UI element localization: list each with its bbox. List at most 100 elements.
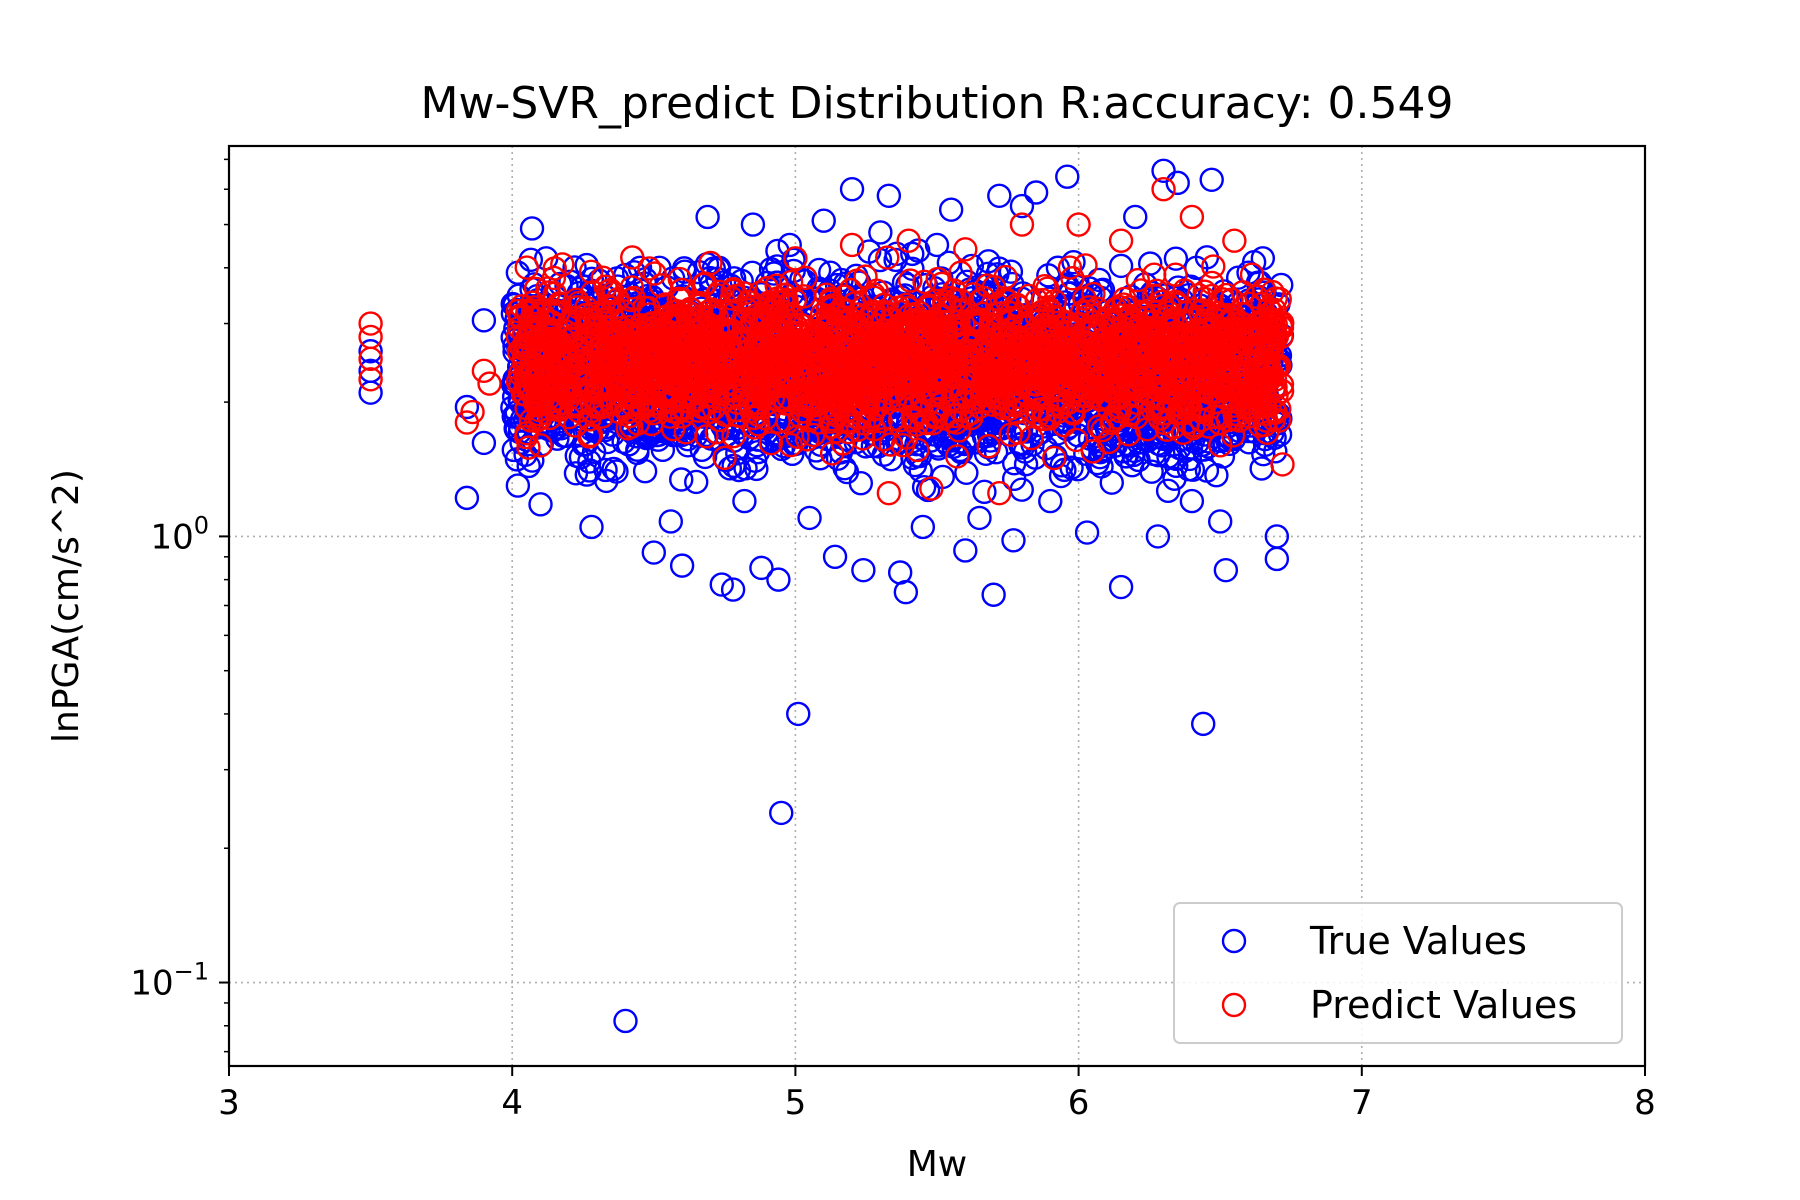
true-value-point: [1207, 509, 1233, 534]
predict-value-point: [1073, 253, 1098, 278]
predict-value-point: [1033, 346, 1059, 372]
predict-value-point: [505, 324, 531, 350]
true-value-point: [924, 232, 950, 258]
true-value-point: [1179, 488, 1205, 514]
true-value-point: [758, 256, 784, 282]
predict-value-point: [959, 405, 984, 431]
true-value-point: [1001, 466, 1027, 492]
true-value-point: [1199, 167, 1224, 192]
predict-value-point: [615, 399, 641, 425]
predict-value-point: [1211, 346, 1236, 372]
predict-value-point: [971, 285, 996, 311]
true-value-point: [1099, 470, 1124, 495]
predict-value-point: [1117, 330, 1142, 356]
predict-value-point: [732, 377, 757, 402]
predict-value-point: [523, 305, 548, 331]
predict-value-point: [828, 333, 853, 358]
predict-value-point: [824, 314, 849, 340]
predict-value-point: [735, 351, 761, 376]
predict-value-point: [1085, 338, 1110, 363]
predict-value-point: [839, 232, 865, 258]
predict-value-point: [925, 266, 950, 292]
true-value-point: [832, 455, 857, 481]
predict-value-point: [742, 395, 768, 421]
predict-value-point: [1115, 397, 1140, 422]
predict-value-point: [715, 363, 740, 388]
true-value-point: [848, 470, 874, 496]
predict-value-point: [944, 410, 969, 435]
predict-value-point: [974, 364, 1000, 389]
predict-value-point: [851, 329, 877, 354]
predict-value-point: [1156, 300, 1181, 325]
predict-value-point: [878, 432, 904, 457]
true-value-point: [720, 577, 746, 602]
predict-value-point: [1072, 384, 1098, 409]
predict-value-point: [875, 245, 900, 270]
predict-value-point: [997, 317, 1022, 342]
predict-value-point: [523, 276, 549, 302]
predict-value-point: [542, 281, 567, 306]
predict-value-point: [516, 435, 541, 460]
predict-value-point: [858, 368, 883, 393]
predict-value-point: [1019, 425, 1044, 451]
predict-value-point: [568, 345, 593, 370]
predict-value-point: [1076, 295, 1101, 320]
true-value-point: [692, 444, 718, 470]
predict-value-point: [998, 333, 1024, 359]
predict-value-point: [814, 316, 839, 342]
predict-value-point: [778, 269, 804, 295]
true-value-point: [975, 261, 1001, 287]
predict-value-point: [667, 266, 692, 292]
true-value-point: [976, 249, 1001, 274]
predict-value-point: [1261, 407, 1287, 432]
true-value-point: [910, 514, 936, 540]
predict-value-point: [696, 311, 721, 337]
predict-value-point: [849, 347, 875, 372]
true-value-point: [769, 800, 794, 826]
true-value-point: [972, 479, 997, 505]
predict-value-point: [751, 334, 777, 359]
predict-value-point: [528, 433, 553, 458]
predict-value-point: [819, 441, 845, 466]
true-value-point: [876, 183, 902, 209]
predict-value-point: [669, 277, 695, 303]
predict-value-point: [1140, 384, 1165, 409]
predict-value-point: [1108, 228, 1134, 253]
x-axis-title: Mw: [907, 1144, 968, 1185]
predict-value-point: [1144, 360, 1169, 386]
true-value-point: [732, 488, 757, 514]
predict-value-point: [1207, 433, 1233, 458]
true-value-point: [695, 204, 720, 230]
predict-value-point: [898, 268, 923, 293]
predict-value-point: [719, 318, 744, 343]
predict-value-point: [544, 377, 570, 402]
true-value-point: [1163, 246, 1189, 271]
predict-value-point: [506, 339, 532, 364]
predict-value-point: [768, 309, 793, 334]
predict-value-point: [550, 252, 575, 277]
predict-value-point: [605, 287, 630, 312]
predict-value-point: [1030, 396, 1055, 422]
predict-value-point: [568, 368, 593, 393]
predict-value-point: [896, 228, 921, 253]
true-value-point: [777, 232, 802, 258]
true-value-point: [839, 177, 865, 202]
predict-value-point: [778, 432, 803, 458]
predict-value-point: [997, 372, 1022, 397]
true-value-point: [563, 461, 589, 486]
predict-value-point: [924, 398, 950, 423]
predict-value-point: [1057, 330, 1082, 355]
predict-value-point: [895, 296, 921, 321]
predict-value-point: [694, 424, 719, 449]
predict-value-point: [590, 326, 615, 352]
predict-value-point: [1069, 300, 1095, 325]
predict-value-point: [1143, 316, 1169, 341]
predict-value-point: [637, 350, 662, 375]
predict-value-point: [996, 299, 1021, 325]
chart-title: Mw-SVR_predict Distribution R:accuracy: …: [421, 78, 1454, 129]
true-value-point: [1162, 466, 1187, 491]
true-value-point: [786, 701, 811, 727]
predict-value-point: [1264, 324, 1290, 350]
true-value-point: [1210, 444, 1236, 469]
